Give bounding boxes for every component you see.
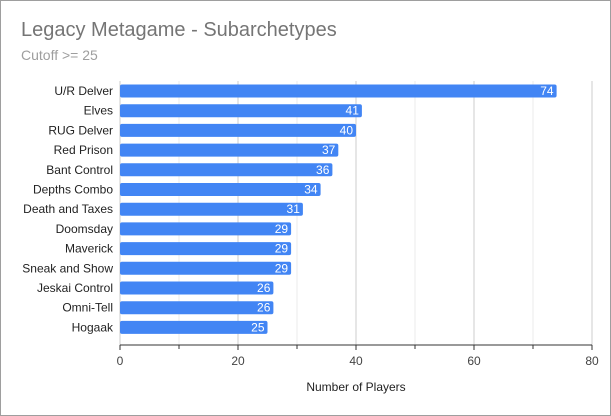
x-tick-label: 40 — [349, 354, 363, 368]
category-label: Jeskai Control — [37, 281, 113, 295]
bar-value-label: 34 — [304, 183, 318, 197]
category-label: Hogaak — [72, 320, 114, 334]
category-label: Death and Taxes — [23, 202, 113, 216]
x-axis-title: Number of Players — [306, 380, 405, 394]
x-tick-label: 0 — [117, 354, 124, 368]
category-label: RUG Delver — [48, 123, 113, 137]
x-tick-label: 60 — [467, 354, 481, 368]
bar-value-label: 29 — [275, 242, 289, 256]
chart-subtitle: Cutoff >= 25 — [21, 47, 98, 63]
bar — [120, 242, 292, 256]
category-label: Omni-Tell — [62, 301, 113, 315]
bar-value-label: 31 — [287, 202, 301, 216]
bar — [120, 320, 268, 334]
category-label: Doomsday — [56, 222, 113, 236]
bar — [120, 281, 274, 295]
x-tick-label: 80 — [585, 354, 599, 368]
category-label: Elves — [84, 104, 113, 118]
bar — [120, 202, 303, 216]
category-label: Red Prison — [54, 143, 113, 157]
bar — [120, 123, 356, 137]
bar — [120, 261, 292, 275]
bar-value-label: 74 — [540, 84, 554, 98]
bar-value-label: 36 — [316, 163, 330, 177]
bar — [120, 222, 292, 236]
bar-value-label: 41 — [346, 104, 360, 118]
bar — [120, 104, 362, 118]
bar — [120, 163, 333, 177]
bar — [120, 301, 274, 315]
category-label: Sneak and Show — [22, 261, 113, 275]
bar — [120, 143, 339, 157]
bar-value-label: 26 — [257, 281, 271, 295]
category-label: U/R Delver — [54, 84, 113, 98]
chart-title: Legacy Metagame - Subarchetypes — [21, 19, 337, 41]
bar-value-label: 29 — [275, 261, 289, 275]
bar-value-label: 29 — [275, 222, 289, 236]
category-label: Depths Combo — [33, 183, 113, 197]
label-layer: 0 20 40 60 80 U/R Delver 74 Elves 41 RUG Delver 40… — [22, 84, 599, 368]
bar-layer — [120, 84, 557, 334]
x-tick-label: 20 — [231, 354, 245, 368]
category-label: Bant Control — [46, 163, 113, 177]
bar — [120, 84, 557, 98]
category-label: Maverick — [65, 242, 114, 256]
bar-value-label: 25 — [251, 320, 265, 334]
bar-value-label: 37 — [322, 143, 336, 157]
bar-value-label: 40 — [340, 123, 354, 137]
bar — [120, 183, 321, 196]
bar-value-label: 26 — [257, 301, 271, 315]
